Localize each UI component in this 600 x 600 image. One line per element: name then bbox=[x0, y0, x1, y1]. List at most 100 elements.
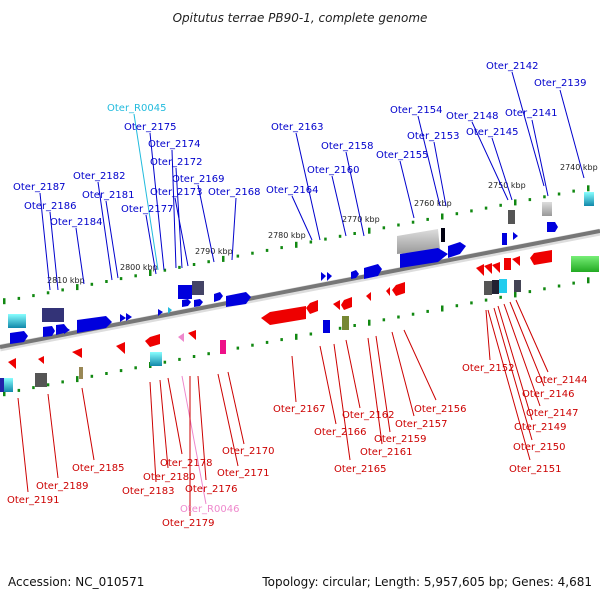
gene-feature[interactable] bbox=[364, 264, 382, 279]
gene-feature[interactable] bbox=[220, 340, 226, 354]
gene-feature[interactable] bbox=[79, 367, 83, 379]
gene-label[interactable]: Oter_2139 bbox=[534, 78, 587, 89]
gene-feature[interactable] bbox=[182, 299, 191, 307]
gene-label[interactable]: Oter_2153 bbox=[407, 131, 460, 142]
gene-feature[interactable] bbox=[400, 248, 448, 268]
gene-feature[interactable] bbox=[547, 222, 558, 232]
gene-label[interactable]: Oter_2145 bbox=[466, 127, 519, 138]
gene-label[interactable]: Oter_2157 bbox=[395, 419, 448, 430]
gene-label[interactable]: Oter_2168 bbox=[208, 187, 261, 198]
gene-feature[interactable] bbox=[484, 263, 492, 274]
gene-label[interactable]: Oter_2177 bbox=[121, 204, 174, 215]
gene-label[interactable]: Oter_2185 bbox=[72, 463, 125, 474]
gene-label[interactable]: Oter_2154 bbox=[390, 105, 443, 116]
gene-feature[interactable] bbox=[571, 256, 599, 272]
gene-feature[interactable] bbox=[42, 308, 64, 322]
gene-label[interactable]: Oter_2163 bbox=[271, 122, 324, 133]
gene-feature[interactable] bbox=[333, 300, 340, 310]
gene-feature[interactable] bbox=[306, 300, 318, 314]
gene-feature[interactable] bbox=[476, 264, 484, 276]
gene-label[interactable]: Oter_2167 bbox=[273, 404, 326, 415]
gene-feature[interactable] bbox=[366, 292, 371, 301]
gene-label[interactable]: Oter_2156 bbox=[414, 404, 467, 415]
gene-feature[interactable] bbox=[502, 233, 507, 245]
gene-feature[interactable] bbox=[226, 292, 251, 307]
gene-label[interactable]: Oter_2170 bbox=[222, 446, 275, 457]
gene-label[interactable]: Oter_2158 bbox=[321, 141, 374, 152]
gene-feature[interactable] bbox=[145, 334, 160, 347]
gene-label[interactable]: Oter_2187 bbox=[13, 182, 66, 193]
gene-feature[interactable] bbox=[441, 228, 445, 242]
gene-feature[interactable] bbox=[8, 358, 16, 369]
gene-label[interactable]: Oter_2180 bbox=[143, 472, 196, 483]
gene-feature[interactable] bbox=[0, 378, 4, 392]
gene-feature[interactable] bbox=[178, 285, 192, 299]
gene-label[interactable]: Oter_2160 bbox=[307, 165, 360, 176]
gene-feature[interactable] bbox=[327, 272, 332, 281]
gene-feature[interactable] bbox=[10, 331, 28, 344]
gene-label[interactable]: Oter_2159 bbox=[374, 434, 427, 445]
gene-feature[interactable] bbox=[192, 281, 204, 295]
gene-feature[interactable] bbox=[3, 378, 13, 392]
gene-feature[interactable] bbox=[116, 342, 125, 354]
gene-label[interactable]: Oter_2182 bbox=[73, 171, 126, 182]
gene-feature[interactable] bbox=[77, 316, 112, 333]
gene-feature[interactable] bbox=[512, 256, 520, 266]
gene-label[interactable]: Oter_2161 bbox=[360, 447, 413, 458]
gene-feature[interactable] bbox=[514, 280, 521, 292]
gene-label[interactable]: Oter_2147 bbox=[526, 408, 579, 419]
gene-label[interactable]: Oter_2152 bbox=[462, 363, 515, 374]
gene-feature[interactable] bbox=[35, 373, 47, 387]
gene-label[interactable]: Oter_2142 bbox=[486, 61, 539, 72]
gene-label[interactable]: Oter_2141 bbox=[505, 108, 558, 119]
gene-feature[interactable] bbox=[214, 292, 223, 302]
gene-label[interactable]: Oter_2189 bbox=[36, 481, 89, 492]
gene-label[interactable]: Oter_2166 bbox=[314, 427, 367, 438]
gene-label[interactable]: Oter_2151 bbox=[509, 464, 562, 475]
gene-label[interactable]: Oter_2169 bbox=[172, 174, 225, 185]
gene-label[interactable]: Oter_2164 bbox=[266, 185, 319, 196]
gene-label[interactable]: Oter_2173 bbox=[150, 187, 203, 198]
gene-label[interactable]: Oter_2171 bbox=[217, 468, 270, 479]
gene-feature[interactable] bbox=[392, 282, 405, 296]
gene-feature[interactable] bbox=[64, 326, 70, 334]
gene-feature[interactable] bbox=[323, 320, 330, 333]
gene-feature[interactable] bbox=[492, 280, 499, 294]
gene-label[interactable]: Oter_2150 bbox=[513, 442, 566, 453]
gene-feature[interactable] bbox=[484, 281, 492, 295]
gene-feature[interactable] bbox=[188, 330, 196, 340]
gene-label[interactable]: Oter_2178 bbox=[160, 458, 213, 469]
gene-label[interactable]: Oter_2149 bbox=[514, 422, 567, 433]
rna-label[interactable]: Oter_R0045 bbox=[107, 103, 166, 114]
gene-feature[interactable] bbox=[126, 313, 132, 321]
gene-label[interactable]: Oter_2181 bbox=[82, 190, 135, 201]
gene-feature[interactable] bbox=[158, 309, 163, 316]
gene-feature[interactable] bbox=[397, 229, 440, 254]
gene-feature[interactable] bbox=[448, 242, 466, 258]
gene-feature[interactable] bbox=[504, 258, 511, 270]
gene-label[interactable]: Oter_2175 bbox=[124, 122, 177, 133]
gene-label[interactable]: Oter_2174 bbox=[148, 139, 201, 150]
gene-feature[interactable] bbox=[43, 326, 55, 337]
gene-feature[interactable] bbox=[120, 314, 126, 322]
gene-feature[interactable] bbox=[72, 348, 82, 358]
gene-feature[interactable] bbox=[341, 297, 352, 310]
rna-feature[interactable] bbox=[178, 333, 184, 342]
gene-feature[interactable] bbox=[386, 287, 390, 296]
gene-label[interactable]: Oter_2148 bbox=[446, 111, 499, 122]
gene-label[interactable]: Oter_2179 bbox=[162, 518, 215, 529]
rna-label[interactable]: Oter_R0046 bbox=[180, 504, 239, 515]
gene-feature[interactable] bbox=[261, 306, 306, 325]
gene-feature[interactable] bbox=[38, 356, 44, 364]
gene-label[interactable]: Oter_2172 bbox=[150, 157, 203, 168]
gene-feature[interactable] bbox=[513, 232, 518, 240]
gene-feature[interactable] bbox=[492, 262, 500, 273]
gene-label[interactable]: Oter_2184 bbox=[50, 217, 103, 228]
gene-label[interactable]: Oter_2186 bbox=[24, 201, 77, 212]
gene-feature[interactable] bbox=[150, 352, 162, 366]
gene-label[interactable]: Oter_2165 bbox=[334, 464, 387, 475]
gene-label[interactable]: Oter_2144 bbox=[535, 375, 588, 386]
gene-feature[interactable] bbox=[321, 272, 326, 281]
gene-label[interactable]: Oter_2191 bbox=[7, 495, 60, 506]
gene-feature[interactable] bbox=[508, 210, 515, 224]
